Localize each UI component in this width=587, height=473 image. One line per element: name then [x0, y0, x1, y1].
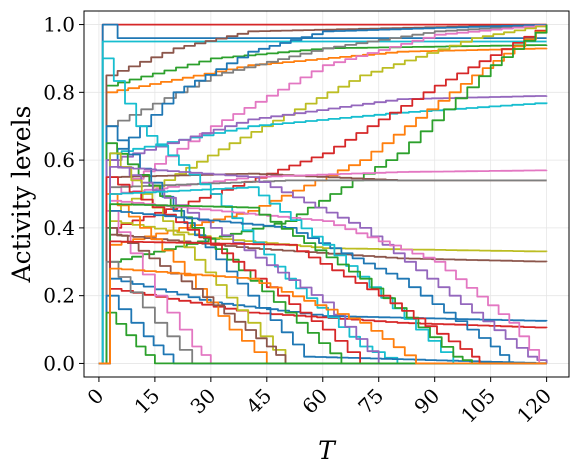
series-line — [98, 240, 547, 365]
series-lines — [98, 23, 548, 365]
y-tick-label: 1.0 — [43, 13, 75, 37]
x-tick-label: 120 — [512, 384, 556, 428]
x-tick-label: 60 — [297, 384, 332, 419]
y-tick-label: 0.2 — [43, 284, 75, 308]
y-tick-label: 0.0 — [43, 351, 75, 375]
series-line — [98, 267, 547, 365]
series-line — [98, 203, 547, 365]
series-line — [98, 220, 548, 365]
series-line — [98, 199, 547, 365]
series-line — [98, 186, 547, 365]
series-line — [98, 210, 547, 365]
series-line — [98, 95, 548, 365]
series-line — [98, 169, 548, 365]
series-line — [98, 24, 548, 365]
x-tick-label: 15 — [129, 384, 164, 419]
x-axis-title: T — [318, 436, 337, 465]
y-axis-title: Activity levels — [7, 106, 36, 284]
series-line — [98, 233, 548, 365]
x-tick-label: 0 — [82, 384, 108, 410]
series-line — [98, 23, 547, 365]
series-line — [98, 166, 548, 365]
x-tick-label: 90 — [409, 384, 444, 419]
y-tick-label: 0.8 — [43, 80, 75, 104]
series-line — [98, 24, 548, 365]
x-tick-label: 105 — [456, 384, 500, 428]
x-tick-label: 30 — [185, 384, 220, 419]
series-line — [98, 47, 548, 365]
series-line — [98, 24, 548, 365]
y-tick-label: 0.6 — [43, 148, 75, 172]
x-tick-label: 45 — [241, 384, 276, 419]
series-line — [98, 277, 548, 365]
x-tick-label: 75 — [353, 384, 388, 419]
series-line — [98, 23, 547, 365]
series-line — [98, 24, 548, 365]
plot-area-frame — [83, 10, 570, 378]
y-tick-label: 0.4 — [43, 216, 75, 240]
